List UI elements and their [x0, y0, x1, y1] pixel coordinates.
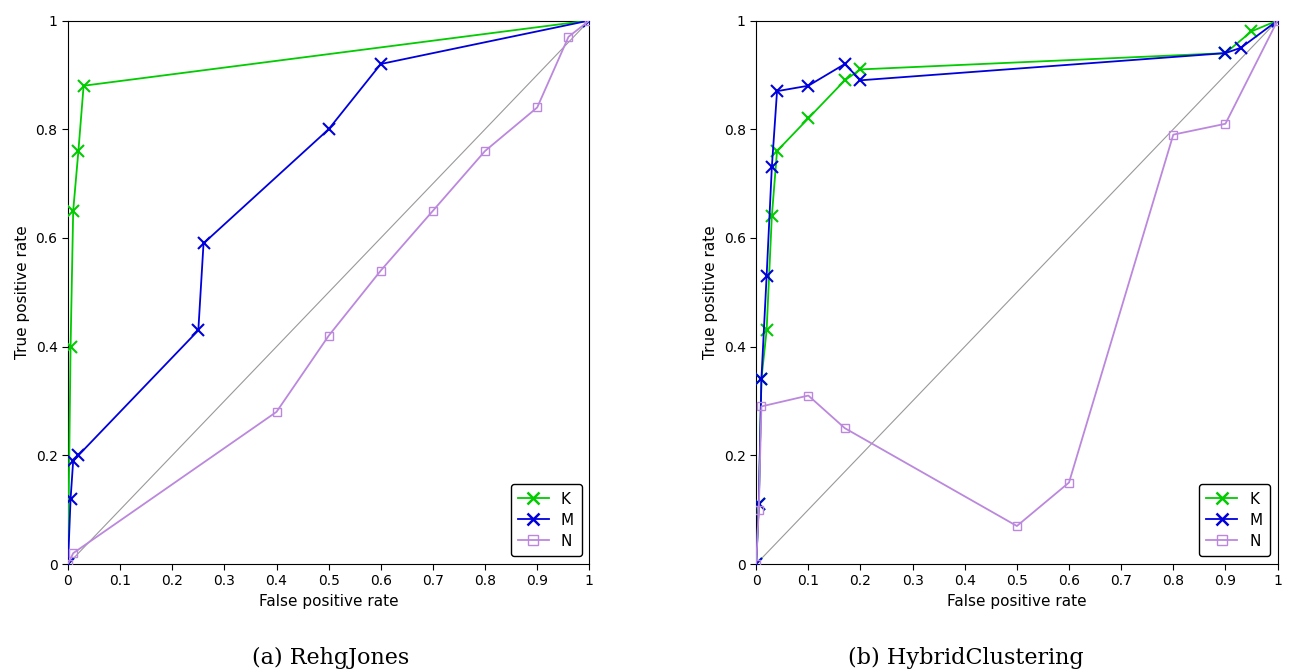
N — [837, 424, 852, 432]
M — [191, 326, 206, 334]
N — [581, 17, 597, 25]
M — [837, 60, 852, 68]
N — [754, 403, 769, 411]
K — [759, 326, 774, 334]
X-axis label: False positive rate: False positive rate — [259, 594, 398, 609]
Line: N: N — [64, 16, 594, 568]
N — [320, 331, 336, 340]
Y-axis label: True positive rate: True positive rate — [703, 225, 719, 359]
M — [65, 457, 80, 465]
Text: (b) HybridClustering: (b) HybridClustering — [848, 648, 1084, 669]
K — [754, 375, 769, 383]
M — [62, 495, 78, 503]
K — [1244, 28, 1259, 36]
N — [529, 103, 545, 111]
K — [800, 114, 816, 122]
N — [477, 147, 493, 155]
N — [1009, 522, 1025, 530]
K — [75, 82, 91, 90]
N — [1061, 478, 1077, 486]
N — [800, 392, 816, 400]
K — [769, 147, 785, 155]
Line: K: K — [62, 15, 595, 570]
M — [196, 240, 211, 248]
K — [837, 76, 852, 85]
K — [581, 17, 597, 25]
K — [852, 65, 868, 73]
M — [70, 452, 86, 460]
Legend: K, M, N: K, M, N — [511, 484, 582, 556]
N — [374, 266, 389, 274]
Line: K: K — [751, 15, 1283, 570]
K — [70, 147, 86, 155]
K — [60, 560, 75, 568]
N — [751, 506, 767, 514]
K — [748, 560, 764, 568]
Line: M: M — [62, 15, 595, 570]
Text: (a) RehgJones: (a) RehgJones — [252, 648, 410, 669]
Line: M: M — [751, 15, 1283, 570]
M — [754, 375, 769, 383]
K — [751, 501, 767, 509]
K — [1270, 17, 1285, 25]
M — [800, 82, 816, 90]
M — [581, 17, 597, 25]
Legend: K, M, N: K, M, N — [1198, 484, 1270, 556]
K — [1218, 49, 1233, 57]
N — [1270, 17, 1285, 25]
N — [1218, 119, 1233, 127]
M — [852, 76, 868, 85]
N — [560, 33, 576, 41]
N — [65, 549, 80, 557]
M — [1270, 17, 1285, 25]
N — [748, 560, 764, 568]
N — [268, 408, 284, 416]
M — [1218, 49, 1233, 57]
M — [374, 60, 389, 68]
M — [748, 560, 764, 568]
M — [60, 560, 75, 568]
N — [425, 207, 441, 215]
M — [759, 272, 774, 280]
Line: N: N — [752, 16, 1281, 568]
K — [65, 207, 80, 215]
M — [769, 87, 785, 95]
M — [764, 163, 779, 171]
M — [320, 125, 336, 134]
M — [751, 501, 767, 509]
Y-axis label: True positive rate: True positive rate — [16, 225, 30, 359]
M — [1233, 44, 1249, 52]
N — [60, 560, 75, 568]
N — [1166, 131, 1182, 139]
K — [764, 212, 779, 220]
X-axis label: False positive rate: False positive rate — [947, 594, 1087, 609]
K — [62, 343, 78, 351]
